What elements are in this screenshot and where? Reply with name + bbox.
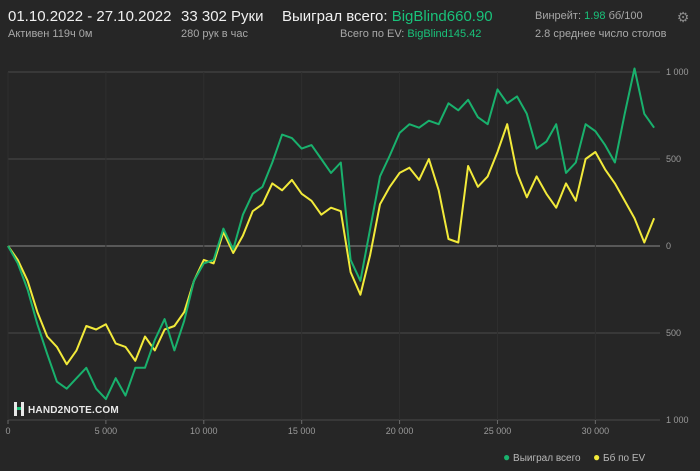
winrate-unit: бб/100 (608, 10, 643, 22)
y-tick-label: 1 000 (666, 415, 689, 425)
hands-count: 33 302 Руки (181, 8, 264, 25)
avg-tables: 2.8 среднее число столов (535, 28, 667, 40)
y-tick-label: 500 (666, 328, 681, 338)
bankroll-chart: 1 000 500 0 500 1 000 0 5 000 10 000 15 000 20 00… (5, 67, 689, 436)
legend-won-label: Выиграл всего (513, 453, 581, 464)
hands-per-hour: 280 рук в час (181, 28, 249, 40)
active-time: Активен 119ч 0м (8, 28, 93, 40)
y-tick-label: 500 (666, 154, 681, 164)
x-tick-label: 10 000 (190, 426, 218, 436)
series-ev-line (7, 123, 656, 366)
gear-icon[interactable]: ⚙ (676, 9, 690, 25)
ev-total-label: Всего по EV: (340, 28, 405, 40)
won-total-label: Выиграл всего: (282, 8, 388, 25)
y-tick-label: 1 000 (666, 67, 689, 77)
hand2note-logo-mark (14, 402, 24, 416)
x-tick-label: 0 (5, 426, 10, 436)
logo-text: HAND2NOTE.COM (28, 405, 119, 416)
y-tick-label: 0 (666, 241, 671, 251)
hand2note-logo: HAND2NOTE.COM (14, 402, 119, 416)
legend-item-ev[interactable]: ● Бб по EV (593, 450, 645, 464)
winrate-label: Винрейт: (535, 10, 582, 22)
ev-total-value: BigBlind145.42 (407, 28, 482, 40)
legend-ev-marker: ● (593, 450, 601, 464)
x-tick-label: 30 000 (582, 426, 610, 436)
date-range: 01.10.2022 - 27.10.2022 (8, 8, 172, 25)
legend-won-marker: ● (503, 450, 511, 464)
winrate-value: 1.98 (584, 10, 606, 22)
won-total: Выиграл всего: BigBlind660.90 (282, 8, 493, 25)
series-won-line (7, 67, 655, 401)
x-tick-label: 5 000 (95, 426, 118, 436)
won-total-value: BigBlind660.90 (391, 8, 493, 25)
x-tick-label: 20 000 (386, 426, 414, 436)
x-tick-label: 15 000 (288, 426, 316, 436)
legend-ev-label: Бб по EV (603, 453, 646, 464)
ev-total: Всего по EV: BigBlind145.42 (340, 28, 481, 40)
winrate: Винрейт: 1.98 бб/100 (535, 10, 643, 22)
x-tick-label: 25 000 (484, 426, 512, 436)
legend-item-won[interactable]: ● Выиграл всего (503, 450, 581, 464)
